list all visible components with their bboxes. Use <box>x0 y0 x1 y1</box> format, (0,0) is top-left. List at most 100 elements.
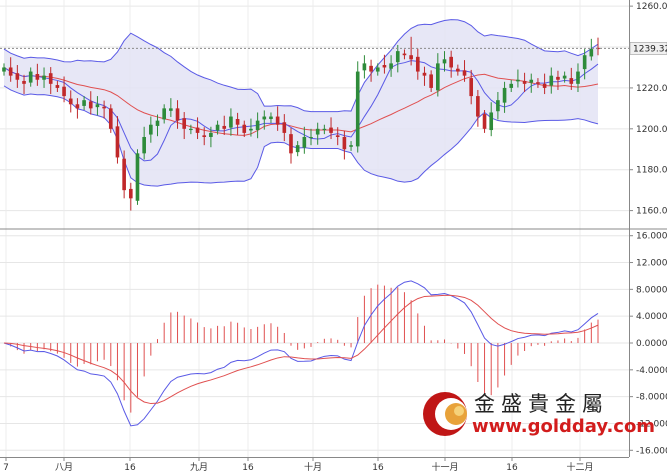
candle-body <box>456 68 460 72</box>
candle-body <box>115 126 120 158</box>
candle-body <box>382 65 387 68</box>
x-tick-label: 十二月 <box>566 461 593 473</box>
last-price-label: 1239.32 <box>633 44 667 54</box>
candle-body <box>162 108 166 120</box>
candle-body <box>135 153 140 201</box>
candle-body <box>282 122 287 133</box>
candle-body <box>335 135 340 137</box>
macd-panel <box>0 235 629 451</box>
candle-body <box>489 112 494 131</box>
candle-body <box>68 98 73 105</box>
candle-body <box>315 128 320 135</box>
x-tick-label: 16 <box>506 463 518 473</box>
macd-y-tick-label: 0.0000 <box>636 339 667 349</box>
candle-body <box>582 55 587 70</box>
candle-body <box>48 73 53 84</box>
candle-body <box>502 87 507 103</box>
candle-body <box>429 74 433 88</box>
candle-body <box>309 136 313 138</box>
candle-body <box>75 104 80 109</box>
candle-body <box>576 71 580 84</box>
x-tick-label: 十一月 <box>431 461 458 473</box>
macd-y-tick-label: 16.0000 <box>636 232 667 242</box>
price-y-tick-label: 1160.0 <box>636 207 667 217</box>
candle-body <box>15 73 20 80</box>
candle-body <box>329 127 333 133</box>
candle-body <box>42 75 46 80</box>
candle-body <box>589 49 594 57</box>
candle-body <box>436 63 440 91</box>
candle-body <box>108 108 113 129</box>
bollinger-lower-line <box>3 85 599 187</box>
candle-body <box>462 70 467 76</box>
macd-y-tick-label: -12.0000 <box>636 419 667 429</box>
macd-y-tick-label: -4.0000 <box>636 366 667 376</box>
price-y-tick-label: 1200.0 <box>636 125 667 135</box>
candle-body <box>169 108 173 111</box>
candle-body <box>402 53 407 56</box>
candle-body <box>128 188 133 199</box>
candle-body <box>215 124 220 131</box>
bollinger-upper-line <box>3 19 599 113</box>
candle-body <box>562 75 567 79</box>
candle-body <box>262 116 267 120</box>
macd-y-tick-label: -8.0000 <box>636 393 667 403</box>
x-tick-label: 16 <box>124 463 136 473</box>
candle-body <box>509 83 514 88</box>
candle-body <box>355 71 360 147</box>
candle-body <box>522 80 527 84</box>
macd-y-tick-label: 8.0000 <box>636 285 667 295</box>
watermark-brand-name: 金盛貴金屬 <box>474 392 609 416</box>
price-y-tick-label: 1180.0 <box>636 166 667 176</box>
candle-body <box>549 75 554 86</box>
x-tick-label: 7 <box>3 463 9 473</box>
x-tick-label: 十月 <box>304 461 322 473</box>
candle-body <box>202 135 207 137</box>
price-y-tick-label: 1260.0 <box>636 2 667 12</box>
candle-body <box>369 65 373 72</box>
candle-body <box>469 78 474 97</box>
candle-body <box>22 80 26 84</box>
candle-body <box>155 120 160 126</box>
candle-body <box>362 63 367 71</box>
candle-body <box>235 118 240 125</box>
candle-body <box>175 108 180 121</box>
candle-body <box>28 71 33 83</box>
candle-body <box>95 104 100 108</box>
last-price-tag: 1239.32 <box>629 42 667 55</box>
x-tick-label: 八月 <box>55 462 73 473</box>
macd-y-tick-label: -16.0000 <box>636 446 667 456</box>
candle-body <box>422 72 427 76</box>
candle-body <box>476 96 480 117</box>
candle-body <box>302 136 307 148</box>
x-tick-label: 九月 <box>190 462 208 473</box>
candle-body <box>482 114 487 129</box>
candle-body <box>442 59 447 64</box>
candle-body <box>295 145 300 153</box>
candle-body <box>195 127 200 133</box>
x-tick-label: 16 <box>242 463 254 473</box>
macd-signal-line <box>3 294 599 405</box>
candle-body <box>55 85 60 88</box>
candle-body <box>149 124 153 135</box>
candle-body <box>349 145 353 147</box>
candle-body <box>275 116 280 125</box>
candle-body <box>449 56 453 68</box>
candle-body <box>496 100 500 112</box>
candle-body <box>269 116 273 119</box>
candle-body <box>255 120 260 131</box>
candle-body <box>375 67 380 72</box>
candle-body <box>249 128 253 131</box>
candle-body <box>409 55 413 60</box>
candle-body <box>569 78 574 84</box>
candle-body <box>82 100 86 106</box>
candle-body <box>2 67 6 72</box>
macd-y-tick-label: 4.0000 <box>636 312 667 322</box>
goldday-logo-icon <box>423 392 467 436</box>
candle-body <box>536 82 540 84</box>
macd-y-tick-label: 12.0000 <box>636 259 667 269</box>
candle-body <box>415 56 420 72</box>
macd-line <box>3 280 599 427</box>
candle-body <box>289 134 293 154</box>
